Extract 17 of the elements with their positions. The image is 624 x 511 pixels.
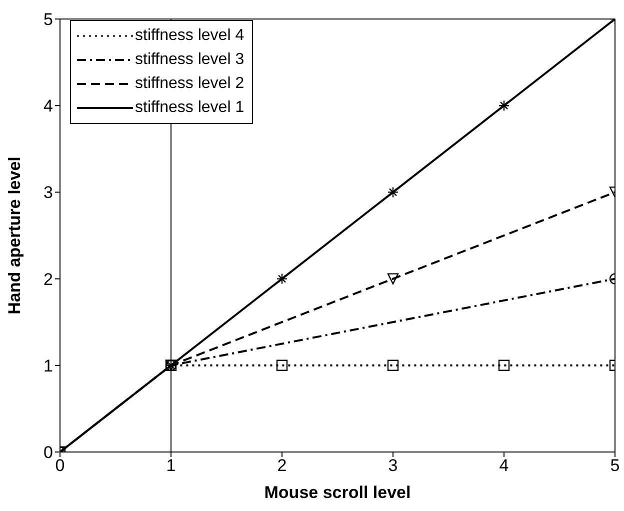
x-tick-label: 2 xyxy=(277,456,287,476)
legend-label: stiffness level 3 xyxy=(135,51,244,69)
y-axis-title: Hand aperture level xyxy=(5,156,24,314)
legend-label: stiffness level 4 xyxy=(135,27,244,45)
y-tick-label: 1 xyxy=(44,356,53,376)
y-tick-label: 0 xyxy=(44,443,53,462)
x-tick-label: 3 xyxy=(388,456,398,476)
y-tick-label: 2 xyxy=(44,270,53,289)
legend-label: stiffness level 1 xyxy=(135,99,244,117)
x-tick-label: 4 xyxy=(499,456,509,476)
x-axis-title: Mouse scroll level xyxy=(264,483,411,502)
y-tick-label: 3 xyxy=(44,183,53,202)
x-tick-label: 5 xyxy=(610,456,620,476)
y-tick-label: 5 xyxy=(44,10,53,30)
y-tick-label: 4 xyxy=(44,96,53,116)
legend-label: stiffness level 2 xyxy=(135,75,244,93)
x-tick-label: 1 xyxy=(166,456,176,476)
